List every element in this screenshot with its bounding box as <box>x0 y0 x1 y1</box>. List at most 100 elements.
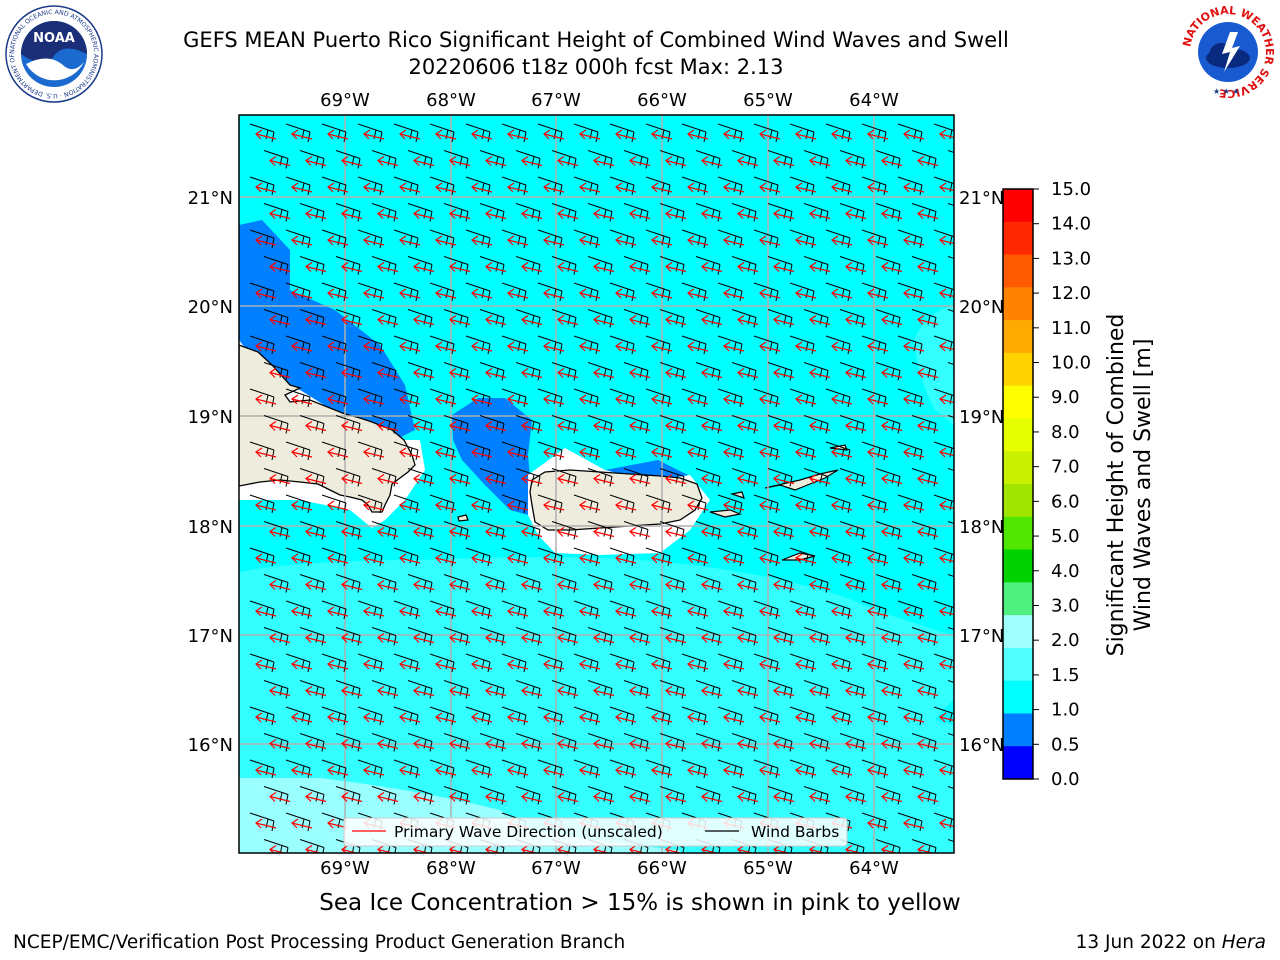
wave-arrow-head <box>327 182 335 193</box>
wind-barb <box>839 627 865 646</box>
wave-arrow <box>809 527 831 538</box>
wind-barb <box>537 494 563 514</box>
wind-barb-shaft <box>875 309 901 318</box>
wave-arrow-head <box>903 500 911 511</box>
wave-arrow <box>723 606 745 617</box>
wind-barb <box>299 150 325 169</box>
wind-barb-flag <box>913 288 917 299</box>
wind-barb-flag <box>847 767 851 779</box>
nws-logo: NATIONAL WEATHER SERVICE ★ ★ ★ <box>1180 4 1276 100</box>
wind-barb-flag <box>415 184 419 196</box>
wind-barb-flag <box>783 580 787 590</box>
wave-arrow-shaft <box>435 239 457 246</box>
wind-barb <box>609 547 635 567</box>
wind-barb-flag <box>919 820 923 832</box>
wave-arrow-shaft <box>399 398 421 405</box>
wind-barb-shaft <box>789 335 815 345</box>
wind-barb <box>947 680 966 696</box>
wind-barb-flag <box>927 368 931 378</box>
wind-barb-flag <box>733 553 737 564</box>
wind-barb-flag <box>553 765 557 776</box>
wind-barb-shaft <box>681 706 707 716</box>
wind-barb-shaft <box>911 362 937 371</box>
wave-arrow-head <box>615 606 623 617</box>
wind-barb-flag <box>451 608 455 620</box>
wind-barb <box>515 680 541 699</box>
wind-barb-shaft <box>947 256 954 260</box>
wave-arrow-head <box>615 447 623 458</box>
wind-barb <box>933 123 954 140</box>
wave-arrow-shaft <box>449 636 471 644</box>
wind-barb <box>645 335 671 355</box>
wind-barb <box>249 759 275 779</box>
wave-arrow-shaft <box>269 636 291 644</box>
wind-barb-shaft <box>299 309 325 318</box>
wave-arrow-head <box>327 553 335 564</box>
wind-barb <box>767 786 793 805</box>
wind-barb-flag <box>645 688 649 699</box>
wave-arrow <box>557 633 579 644</box>
wind-barb-flag <box>964 687 966 696</box>
wave-arrow-shaft <box>399 610 421 617</box>
wind-barb <box>717 176 743 196</box>
wind-barb <box>731 150 757 169</box>
wind-barb <box>623 203 649 222</box>
wave-arrow <box>795 447 817 458</box>
wind-barb-flag <box>783 792 787 802</box>
wind-barb-shaft <box>681 441 707 451</box>
wind-barb-flag <box>825 476 829 487</box>
wave-arrow <box>917 315 939 326</box>
wave-arrow-head <box>485 792 493 802</box>
wind-barb-flag <box>949 288 953 299</box>
wave-arrow-shaft <box>795 557 817 564</box>
wave-arrow <box>795 712 817 723</box>
wind-barb <box>645 176 671 196</box>
wind-barb-flag <box>711 156 715 166</box>
wave-arrow-shaft <box>521 265 543 273</box>
wave-arrow <box>629 580 651 591</box>
wind-barb-flag <box>913 182 917 193</box>
wind-barb-flag <box>589 765 593 776</box>
wind-barb-shaft <box>299 521 325 530</box>
wind-barb <box>839 521 865 540</box>
wind-barb <box>933 441 954 458</box>
wind-barb-shaft <box>839 203 865 212</box>
wind-barb <box>695 521 721 540</box>
wind-barb-flag <box>393 688 397 699</box>
wind-barb <box>479 415 505 434</box>
wind-barb-flag <box>379 237 383 249</box>
wave-arrow-head <box>809 368 817 378</box>
colorbar-tick-label: 0.0 <box>1051 769 1080 790</box>
wave-arrow-shaft <box>917 424 939 432</box>
wave-arrow <box>881 633 903 644</box>
wind-barb-flag <box>573 741 577 752</box>
wind-barb-shaft <box>357 547 383 557</box>
wave-arrow-shaft <box>327 557 349 564</box>
wave-arrow-shaft <box>809 318 831 326</box>
wind-barb-flag <box>553 447 557 458</box>
wind-barb-flag <box>459 209 463 219</box>
wave-arrow-head <box>939 500 947 511</box>
wind-barb-flag <box>949 182 953 193</box>
lat-label-left-19n: 19°N <box>188 407 233 428</box>
lon-label-bottom-67w: 67°W <box>531 858 581 879</box>
wave-arrow-head <box>579 447 587 458</box>
wave-arrow-head <box>939 606 947 617</box>
wave-arrow-shaft <box>291 716 313 723</box>
wind-barb-flag <box>769 288 773 299</box>
wind-barb-shaft <box>947 680 954 684</box>
wave-arrow-shaft <box>255 716 277 723</box>
wind-barb-flag <box>279 156 283 166</box>
wave-arrow-head <box>291 235 299 246</box>
wind-barb-shaft <box>299 733 325 742</box>
wind-barb <box>947 309 954 313</box>
wind-barb <box>587 150 613 169</box>
wave-arrow-head <box>305 474 313 484</box>
wind-barb <box>249 600 275 620</box>
wave-arrow-shaft <box>341 318 363 326</box>
wave-arrow <box>363 553 385 564</box>
wave-arrow-shaft <box>917 159 939 167</box>
wind-barb-shaft <box>551 680 577 689</box>
wind-barb-flag <box>379 290 383 302</box>
wind-barb-shaft <box>335 362 361 371</box>
